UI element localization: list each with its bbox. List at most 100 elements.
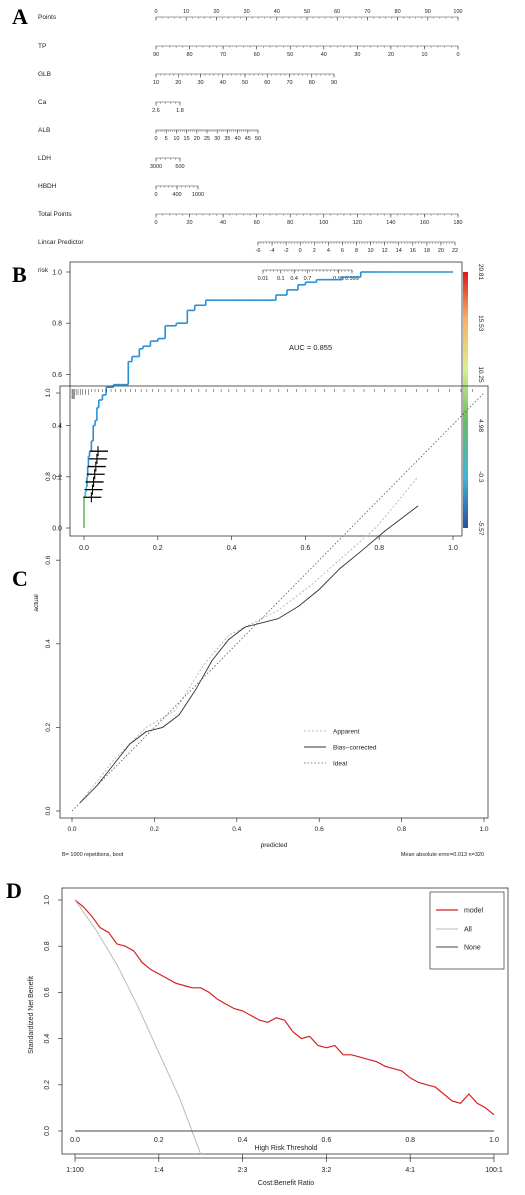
nomogram-tick-label: 50 <box>255 136 261 142</box>
roc-x-tick-label: 0.8 <box>374 545 384 552</box>
nomogram-tick-label: 40 <box>220 80 226 86</box>
dca-y-axis-title: Standardized Net Benefit <box>28 976 35 1054</box>
nomogram-tick-label: 90 <box>425 9 431 15</box>
nomogram-tick-label: -6 <box>256 248 261 254</box>
dca-y-tick-label: 0.0 <box>44 1126 51 1136</box>
roc-auc-annotation: AUC = 0.855 <box>289 343 332 352</box>
nomogram-row-label: ALB <box>38 127 50 134</box>
dca-y-tick-label: 0.2 <box>44 1080 51 1090</box>
nomogram-tick-label: 80 <box>309 80 315 86</box>
dca-y-tick-label: 0.6 <box>44 987 51 997</box>
dca-y-tick-label: 1.0 <box>44 895 51 905</box>
nomogram-tick-label: 20 <box>175 80 181 86</box>
nomogram-tick-label: 10 <box>421 52 427 58</box>
panel-label-b: B <box>12 262 27 287</box>
roc-colorbar-tick-label: 4.98 <box>477 419 484 432</box>
roc-colorbar-tick-label: -0.3 <box>477 471 484 483</box>
nomogram-tick-label: 10 <box>173 136 179 142</box>
dca-x-axis-title: High Risk Threshold <box>255 1145 318 1152</box>
dca-series-line <box>74 899 202 1154</box>
roc-x-tick-label: 0.2 <box>153 545 163 552</box>
nomogram-tick-label: 18 <box>424 248 430 254</box>
dca-x2-tick-label: 1:4 <box>154 1167 164 1174</box>
nomogram-tick-label: 0 <box>299 248 302 254</box>
calibration-y-tick-label: 0.6 <box>45 555 52 564</box>
dca-series-line <box>74 899 495 1116</box>
panel-label-a: A <box>12 4 28 29</box>
nomogram-tick-label: 22 <box>452 248 458 254</box>
calibration-x-tick-label: 0.6 <box>315 826 324 833</box>
calibration-legend-label: Apparent <box>333 729 360 736</box>
roc-colorbar-tick-label: 20.81 <box>477 264 484 281</box>
nomogram-tick-label: 100 <box>453 9 462 15</box>
nomogram-tick-label: 0.999 <box>345 276 359 282</box>
dca-x2-tick-label: 1:100 <box>66 1167 84 1174</box>
dca-x-tick-label: 0.4 <box>238 1137 248 1144</box>
nomogram-row-label: Ca <box>38 99 47 106</box>
panel-label-d: D <box>6 878 22 903</box>
dca-x2-tick-label: 3:2 <box>322 1167 332 1174</box>
nomogram-tick-label: 35 <box>224 136 230 142</box>
nomogram-tick-label: 15 <box>184 136 190 142</box>
dca-legend-box <box>429 891 505 970</box>
nomogram-tick-label: 30 <box>354 52 360 58</box>
nomogram-row-label: TP <box>38 43 46 50</box>
nomogram-tick-label: 12 <box>382 248 388 254</box>
nomogram-tick-label: 140 <box>386 220 395 226</box>
calibration-x-axis-title: predicted <box>261 842 288 849</box>
calibration-series-line <box>79 476 419 803</box>
dca-x-tick-label: 0.6 <box>322 1137 332 1144</box>
nomogram-tick-label: 0 <box>154 9 157 15</box>
nomogram-tick-label: 400 <box>172 192 181 198</box>
nomogram-tick-label: 20 <box>194 136 200 142</box>
nomogram-tick-label: 80 <box>287 220 293 226</box>
roc-plot-frame <box>69 261 463 537</box>
roc-x-tick-label: 0.6 <box>301 545 311 552</box>
dca-plot-frame <box>61 887 509 1155</box>
calibration-x-tick-label: 0.2 <box>150 826 159 833</box>
roc-y-tick-label: 1.0 <box>52 270 62 277</box>
nomogram-tick-label: 40 <box>220 220 226 226</box>
nomogram-tick-label: 500 <box>175 164 184 170</box>
nomogram-tick-label: 70 <box>220 52 226 58</box>
calibration-y-tick-label: 0.8 <box>45 472 52 481</box>
nomogram-tick-label: 30 <box>197 80 203 86</box>
nomogram-tick-label: 0.1 <box>277 276 285 282</box>
nomogram-tick-label: 50 <box>287 52 293 58</box>
nomogram-tick-label: 10 <box>183 9 189 15</box>
dca-y-tick-label: 0.8 <box>44 941 51 951</box>
nomogram-tick-label: 40 <box>235 136 241 142</box>
nomogram-tick-label: 60 <box>334 9 340 15</box>
nomogram-tick-label: 6 <box>341 248 344 254</box>
nomogram-tick-label: 50 <box>242 80 248 86</box>
calibration-y-tick-label: 0.0 <box>45 806 52 815</box>
nomogram-row-label: LDH <box>38 155 51 162</box>
roc-y-tick-label: 0.4 <box>52 423 62 430</box>
calibration-x-tick-label: 0.8 <box>397 826 406 833</box>
nomogram-tick-label: 90 <box>331 80 337 86</box>
roc-colorbar-tick-label: 10.25 <box>477 366 484 383</box>
nomogram-tick-label: 3000 <box>150 164 162 170</box>
nomogram-tick-label: 0 <box>154 136 157 142</box>
nomogram-tick-label: 0 <box>154 192 157 198</box>
calibration-y-tick-label: 1.0 <box>45 388 52 397</box>
nomogram-row-label: risk <box>38 267 49 274</box>
roc-x-tick-label: 1.0 <box>448 545 458 552</box>
calibration-x-tick-label: 1.0 <box>479 826 488 833</box>
nomogram-tick-label: 1000 <box>192 192 204 198</box>
dca-y-tick-label: 0.4 <box>44 1034 51 1044</box>
nomogram-tick-label: 25 <box>204 136 210 142</box>
calibration-y-tick-label: 0.4 <box>45 639 52 648</box>
dca-x2-tick-label: 2:3 <box>238 1167 248 1174</box>
dca-x2-axis-title: Cost:Benefit Ratio <box>258 1180 315 1187</box>
nomogram-tick-label: 5 <box>165 136 168 142</box>
nomogram-tick-label: 30 <box>244 9 250 15</box>
nomogram-tick-label: 0 <box>154 220 157 226</box>
nomogram-tick-label: 0 <box>456 52 459 58</box>
roc-colorbar-tick-label: 15.53 <box>477 315 484 332</box>
nomogram-tick-label: 70 <box>364 9 370 15</box>
calibration-footnote-left: B= 1000 repetitions, boot <box>62 852 124 858</box>
